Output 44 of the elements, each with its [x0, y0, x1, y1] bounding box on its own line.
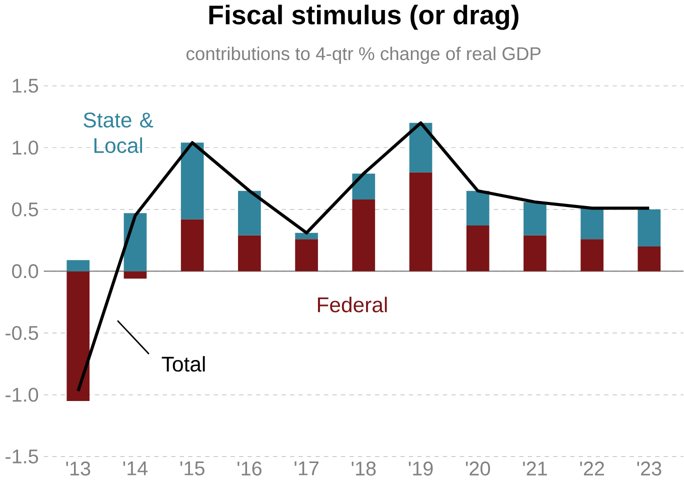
bar: [180, 219, 204, 272]
y-tick-label: 1.0: [12, 140, 38, 154]
x-tick-label: '17: [294, 461, 318, 476]
bar: [295, 238, 318, 272]
x-tick-label: '13: [66, 461, 90, 476]
bar: [409, 122, 432, 172]
bar: [352, 199, 376, 272]
x-tick-label: '19: [408, 461, 433, 476]
x-tick-label: '14: [123, 461, 148, 476]
bar: [580, 208, 604, 239]
bar: [66, 271, 90, 401]
y-tick-label: 0.0: [12, 264, 38, 278]
bar: [466, 190, 490, 226]
y-tick-label: -0.5: [6, 326, 38, 340]
bar: [638, 246, 661, 272]
y-tick-label: -1.5: [6, 450, 38, 464]
bar: [524, 235, 546, 272]
x-tick-label: '20: [466, 461, 490, 476]
series-label: Federal: [318, 296, 387, 312]
y-tick-label: 1.5: [12, 78, 38, 93]
x-tick-label: '18: [352, 461, 376, 476]
bar: [66, 260, 90, 272]
chart-subtitle: contributions to 4-qtr % change of real GDP: [186, 46, 541, 64]
y-tick-label: -1.0: [6, 388, 38, 402]
x-tick-label: '22: [580, 461, 604, 476]
bar: [180, 142, 204, 220]
bar: [295, 232, 318, 239]
series-label: State & Local: [84, 112, 154, 153]
x-tick-label: '15: [180, 461, 204, 476]
bar: [466, 225, 490, 272]
chart-title: Fiscal stimulus (or drag): [209, 4, 518, 30]
x-tick-label: '16: [238, 461, 262, 476]
bar: [238, 235, 261, 272]
bar: [238, 190, 261, 236]
bar: [352, 173, 376, 200]
bar: [638, 209, 661, 246]
y-tick-label: 0.5: [12, 202, 38, 216]
x-tick-label: '21: [523, 461, 547, 476]
bar: [124, 271, 147, 278]
bar: [580, 238, 604, 272]
x-tick-label: '23: [637, 461, 662, 476]
text: Total: [162, 356, 205, 372]
bar: [524, 202, 546, 236]
bar: [409, 172, 432, 272]
